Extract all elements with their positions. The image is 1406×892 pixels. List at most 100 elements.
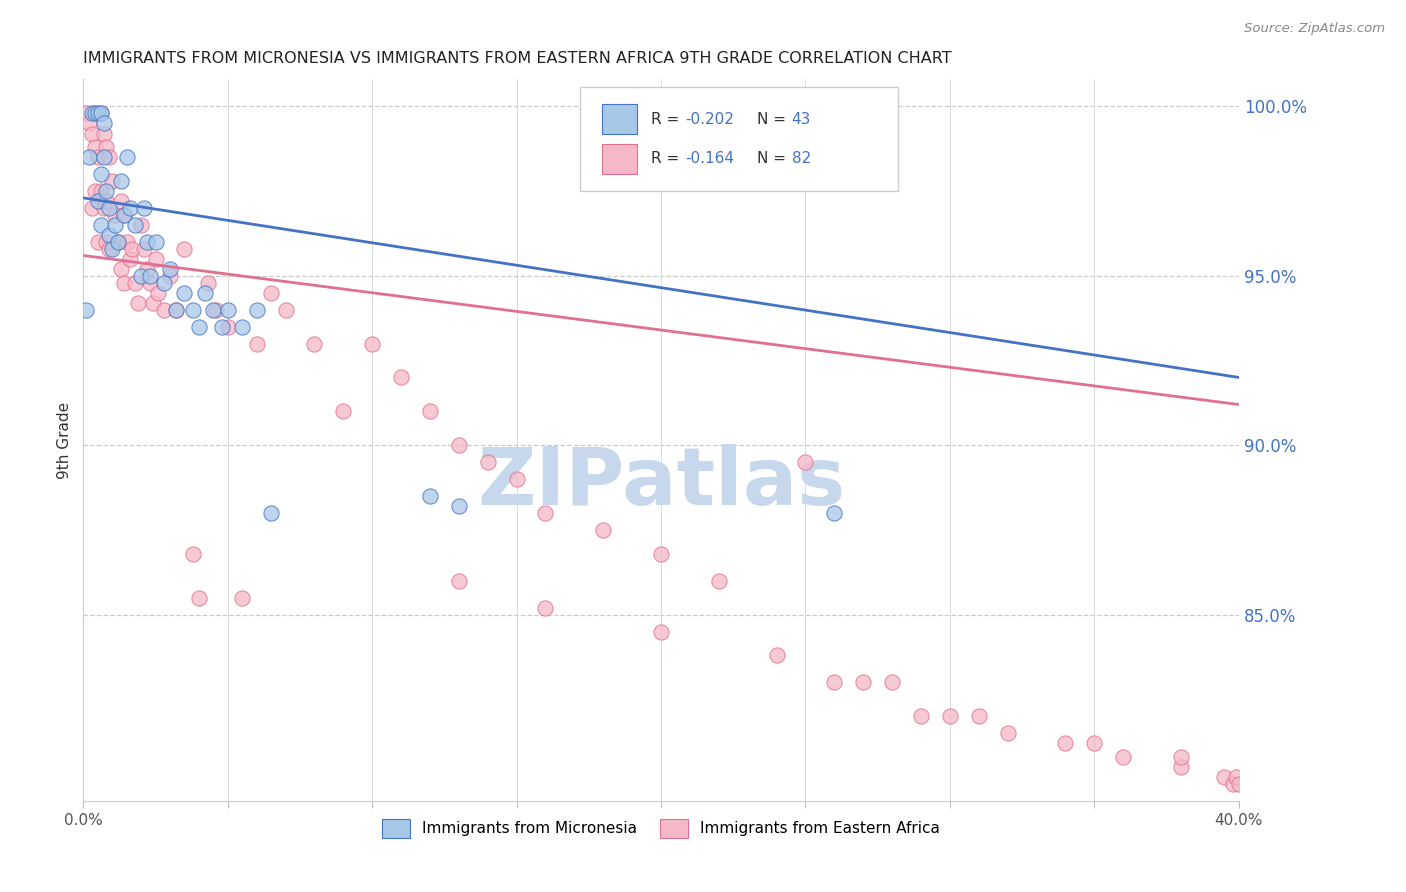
Point (246, 336, 269, 351)
Point (115, 150, 138, 164)
Point (98, 242, 121, 256)
Point (1170, 749, 1192, 764)
Point (96, 140, 118, 154)
Point (138, 276, 160, 290)
Point (534, 600, 557, 615)
Point (447, 499, 470, 513)
Point (96, 235, 118, 249)
Point (93, 116, 115, 130)
Point (132, 201, 155, 215)
Point (83, 106, 105, 120)
Point (115, 235, 138, 249)
Point (83, 140, 105, 154)
Point (135, 235, 157, 249)
FancyBboxPatch shape (581, 87, 898, 191)
Point (93, 150, 115, 164)
Point (93, 201, 115, 215)
Text: N =: N = (756, 152, 790, 166)
Point (87, 150, 110, 164)
Point (98, 228, 121, 243)
Point (107, 235, 129, 249)
Point (121, 242, 143, 256)
Point (104, 218, 127, 232)
Point (98, 150, 121, 164)
Point (361, 336, 384, 351)
Point (997, 726, 1019, 740)
Point (145, 235, 167, 249)
Point (80, 127, 103, 141)
Point (231, 319, 253, 334)
Point (910, 709, 932, 723)
Point (202, 302, 225, 317)
Point (187, 319, 209, 334)
Point (246, 302, 269, 317)
Point (181, 302, 204, 317)
Point (77, 116, 100, 130)
Point (112, 276, 135, 290)
Point (101, 174, 124, 188)
Point (765, 648, 787, 663)
Point (80, 201, 103, 215)
Point (534, 506, 557, 520)
Point (197, 276, 219, 290)
Point (75, 106, 97, 120)
Point (823, 506, 845, 520)
Point (138, 268, 160, 283)
Point (112, 208, 135, 222)
Point (505, 472, 527, 486)
Point (1112, 749, 1135, 764)
Point (87, 106, 110, 120)
Point (96, 194, 118, 209)
Point (124, 218, 146, 232)
Point (165, 302, 187, 317)
Point (447, 438, 470, 452)
Point (823, 675, 845, 690)
Point (148, 285, 170, 300)
Point (707, 574, 730, 588)
Text: 82: 82 (792, 152, 811, 166)
Point (129, 218, 152, 232)
Text: R =: R = (651, 112, 683, 127)
Text: -0.202: -0.202 (685, 112, 734, 127)
Point (93, 127, 115, 141)
Point (217, 319, 239, 334)
Point (1083, 736, 1105, 750)
Point (1227, 777, 1250, 791)
Legend: Immigrants from Micronesia, Immigrants from Eastern Africa: Immigrants from Micronesia, Immigrants f… (377, 813, 946, 844)
Point (332, 404, 354, 418)
Point (967, 709, 990, 723)
Point (165, 302, 187, 317)
Text: IMMIGRANTS FROM MICRONESIA VS IMMIGRANTS FROM EASTERN AFRICA 9TH GRADE CORRELATI: IMMIGRANTS FROM MICRONESIA VS IMMIGRANTS… (83, 51, 952, 66)
Point (96, 184, 118, 198)
Point (794, 455, 817, 469)
Point (87, 235, 110, 249)
Point (110, 194, 132, 209)
Y-axis label: 9th Grade: 9th Grade (58, 401, 72, 479)
Point (447, 574, 470, 588)
Bar (602, 144, 637, 174)
Point (129, 268, 152, 283)
Point (104, 208, 127, 222)
Point (110, 262, 132, 277)
Point (194, 285, 217, 300)
Point (852, 675, 875, 690)
Point (90, 218, 112, 232)
Point (650, 547, 672, 561)
Point (75, 302, 97, 317)
Point (159, 262, 181, 277)
Point (153, 276, 176, 290)
Point (80, 106, 103, 120)
Point (231, 591, 253, 605)
Point (882, 675, 904, 690)
Point (274, 302, 297, 317)
Point (650, 624, 672, 639)
Text: R =: R = (651, 152, 689, 166)
Point (205, 302, 228, 317)
Point (159, 268, 181, 283)
Point (107, 235, 129, 249)
Point (419, 404, 441, 418)
Point (132, 242, 155, 256)
Point (187, 591, 209, 605)
Point (90, 106, 112, 120)
Text: -0.164: -0.164 (685, 152, 734, 166)
